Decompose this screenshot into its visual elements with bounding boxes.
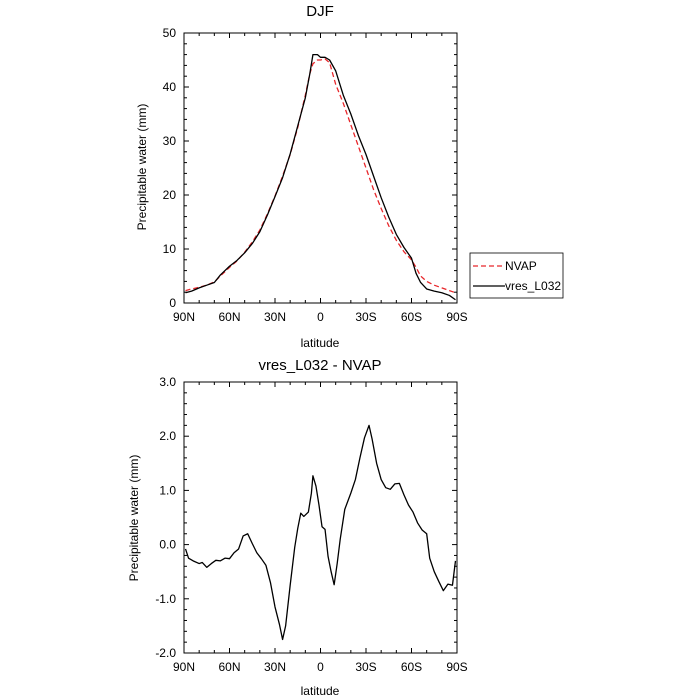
y-tick-label: 2.0: [159, 429, 176, 443]
y-tick-label: 20: [163, 188, 177, 202]
x-tick-label: 90N: [173, 310, 195, 324]
y-tick-label: 0: [169, 296, 176, 310]
chart-title: vres_L032 - NVAP: [258, 357, 381, 374]
y-axis-label: Precipitable water (mm): [127, 455, 141, 582]
x-tick-label: 90S: [446, 660, 467, 674]
y-tick-label: 10: [163, 242, 177, 256]
x-tick-label: 60S: [401, 310, 422, 324]
legend: NVAP vres_L032: [469, 252, 564, 299]
x-tick-label: 90N: [173, 660, 195, 674]
y-axis-label: Precipitable water (mm): [135, 104, 149, 231]
y-tick-label: 40: [163, 80, 177, 94]
y-tick-label: -2.0: [155, 646, 176, 660]
x-tick-label: 0: [317, 310, 324, 324]
x-tick-label: 30S: [355, 310, 376, 324]
y-tick-label: 0.0: [159, 538, 176, 552]
plot-area: 90N 60N 30N 0 30S 60S 90S 0 10 20 30 40 50: [163, 26, 468, 324]
y-tick-label: -1.0: [155, 592, 176, 606]
y-tick-label: 3.0: [159, 375, 176, 389]
series-line-nvap: [185, 58, 456, 294]
chart-title: DJF: [306, 3, 334, 20]
legend-box: [469, 252, 564, 299]
x-tick-label: 60N: [218, 310, 240, 324]
series-line: [184, 424, 457, 641]
x-tick-label: 60S: [401, 660, 422, 674]
legend-label-nvap: NVAP: [505, 259, 537, 273]
plot-area: 90N 60N 30N 0 30S 60S 90S -2.0 -1.0 0.0 1.0 2.0 3.0: [155, 375, 467, 674]
x-tick-label: 60N: [218, 660, 240, 674]
x-tick-label: 30N: [264, 310, 286, 324]
plot-frame: [183, 381, 458, 654]
plot-frame: [183, 32, 458, 304]
panel-difference: vres_L032 - NVAP Precipitable water (mm)…: [127, 357, 468, 698]
series-line-vres-l032: [185, 53, 456, 301]
x-axis-label: latitude: [301, 336, 340, 350]
y-tick-label: 1.0: [159, 483, 176, 497]
x-tick-label: 0: [317, 660, 324, 674]
x-tick-label: 90S: [446, 310, 467, 324]
legend-label-vres-l032: vres_L032: [505, 279, 561, 293]
y-tick-label: 30: [163, 134, 177, 148]
x-tick-label: 30S: [355, 660, 376, 674]
panel-djf: DJF Precipitable water (mm) latitude 90N…: [135, 3, 564, 350]
x-axis-label: latitude: [301, 684, 340, 698]
x-tick-label: 30N: [264, 660, 286, 674]
y-tick-label: 50: [163, 26, 177, 40]
